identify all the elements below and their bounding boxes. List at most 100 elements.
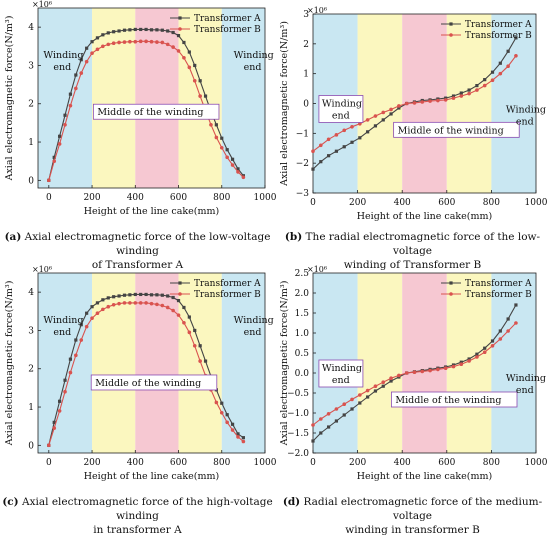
point-c-1-28: [198, 359, 202, 363]
point-b-1-5: [350, 124, 354, 129]
y-tick-label-a-4: 4: [28, 23, 34, 33]
point-b-0-24: [498, 61, 502, 65]
x-axis-label-d: Height of the line cake(mm): [357, 471, 492, 482]
point-c-1-33: [225, 420, 229, 425]
annotation-b-1: Middle of the winding: [393, 121, 520, 138]
point-d-1-23: [490, 344, 495, 348]
point-d-0-20: [467, 357, 471, 361]
point-c-1-31: [214, 400, 219, 405]
x-tick-label-b-0: 0: [310, 198, 316, 208]
point-b-1-19: [459, 94, 464, 98]
annotation-box-c-1: [90, 374, 218, 391]
point-b-1-3: [334, 133, 339, 137]
point-a-1-27: [192, 78, 197, 83]
point-a-0-4: [68, 92, 73, 96]
point-c-1-6: [79, 338, 84, 342]
point-d-1-18: [451, 364, 456, 369]
x-tick-label-a-3: 600: [170, 193, 187, 203]
point-b-1-10: [389, 107, 393, 112]
point-a-0-9: [95, 36, 100, 40]
y-multiplier-b: ×10⁶: [307, 6, 327, 15]
point-a-0-24: [176, 33, 181, 38]
annotation-text-b-0-1: end: [332, 110, 350, 121]
y-tick-label-a-1: 1: [28, 138, 34, 148]
point-c-1-3: [63, 389, 67, 394]
annotation-text-d-0-0: Winding: [322, 363, 362, 374]
band-c-4: [221, 273, 265, 453]
point-d-0-7: [366, 395, 370, 399]
point-d-1-25: [506, 329, 510, 333]
point-a-0-20: [155, 28, 159, 32]
point-b-1-12: [404, 101, 409, 106]
annotation-a-1: Middle of the winding: [92, 103, 220, 120]
point-c-0-26: [187, 315, 191, 319]
point-a-1-16: [133, 39, 138, 44]
annotation-text-c-2-1: end: [244, 327, 262, 338]
point-b-1-4: [342, 128, 347, 133]
point-d-1-2: [326, 412, 331, 416]
point-c-1-11: [106, 304, 111, 309]
point-a-0-26: [187, 50, 191, 54]
x-tick-label-a-0: 0: [46, 193, 52, 203]
legend-marker-b-0: [449, 22, 453, 26]
point-d-1-19: [459, 362, 464, 367]
point-b-0-4: [342, 145, 346, 149]
point-d-1-20: [467, 359, 471, 363]
point-b-0-8: [373, 124, 378, 128]
point-c-1-9: [95, 311, 100, 316]
point-d-0-10: [389, 379, 393, 383]
annotation-text-a-0-1: end: [53, 62, 71, 73]
point-a-0-10: [101, 33, 105, 37]
point-a-1-35: [236, 170, 240, 174]
point-d-1-14: [420, 369, 425, 374]
point-b-0-2: [327, 154, 331, 158]
annotation-text-c-0-1: end: [53, 327, 71, 338]
y-tick-label-d-8: 2.0: [295, 289, 310, 299]
y-multiplier-c: ×10⁶: [32, 265, 52, 274]
y-tick-label-b-5: 2: [303, 40, 309, 50]
y-tick-label-c-4: 4: [28, 288, 34, 298]
point-c-0-2: [58, 399, 62, 403]
point-c-1-36: [241, 439, 246, 444]
x-tick-label-b-3: 600: [438, 198, 455, 208]
point-a-1-2: [57, 142, 62, 146]
annotation-text-a-2-1: end: [244, 62, 262, 73]
point-b-1-17: [443, 98, 448, 102]
x-tick-label-d-2: 400: [394, 458, 411, 468]
caption-a-text: Axial electromagnetic force of the low-v…: [24, 231, 271, 257]
point-a-1-3: [63, 123, 67, 127]
legend-label-d-1: Transformer B: [465, 290, 532, 300]
point-a-1-34: [230, 163, 235, 167]
point-a-1-12: [111, 41, 116, 46]
x-tick-label-c-5: 1000: [254, 458, 277, 468]
point-c-0-11: [106, 296, 110, 300]
point-b-1-21: [475, 88, 479, 92]
y-tick-label-d-6: 1.0: [295, 329, 310, 339]
point-c-0-18: [144, 292, 148, 297]
legend-label-d-0: Transformer A: [465, 279, 532, 289]
point-a-0-6: [79, 58, 83, 62]
point-a-1-23: [171, 45, 175, 49]
caption-d-line2: winding in transformer B: [345, 524, 480, 536]
y-tick-label-c-1: 1: [28, 403, 34, 413]
y-tick-label-b-4: 1: [303, 70, 309, 80]
point-c-1-0: [47, 443, 51, 448]
point-c-1-7: [84, 324, 89, 329]
y-axis-label-d: Axial electromagnetic force(N/m³): [279, 281, 290, 447]
band-b-4: [491, 14, 536, 193]
legend-marker-b-1: [449, 33, 453, 37]
chart-panel-c: 0 200 400 600 800 1000 0 1 2 3 4 ×10⁶ Height of the …: [4, 265, 277, 482]
point-c-0-4: [68, 357, 73, 361]
point-a-0-1: [52, 155, 56, 159]
y-tick-label-b-1: −2: [296, 159, 309, 169]
annotation-text-d-0-1: end: [332, 375, 350, 386]
point-d-1-4: [342, 402, 347, 407]
point-d-0-24: [498, 329, 502, 333]
legend-marker-a-1: [178, 27, 182, 31]
point-c-1-34: [230, 428, 235, 432]
